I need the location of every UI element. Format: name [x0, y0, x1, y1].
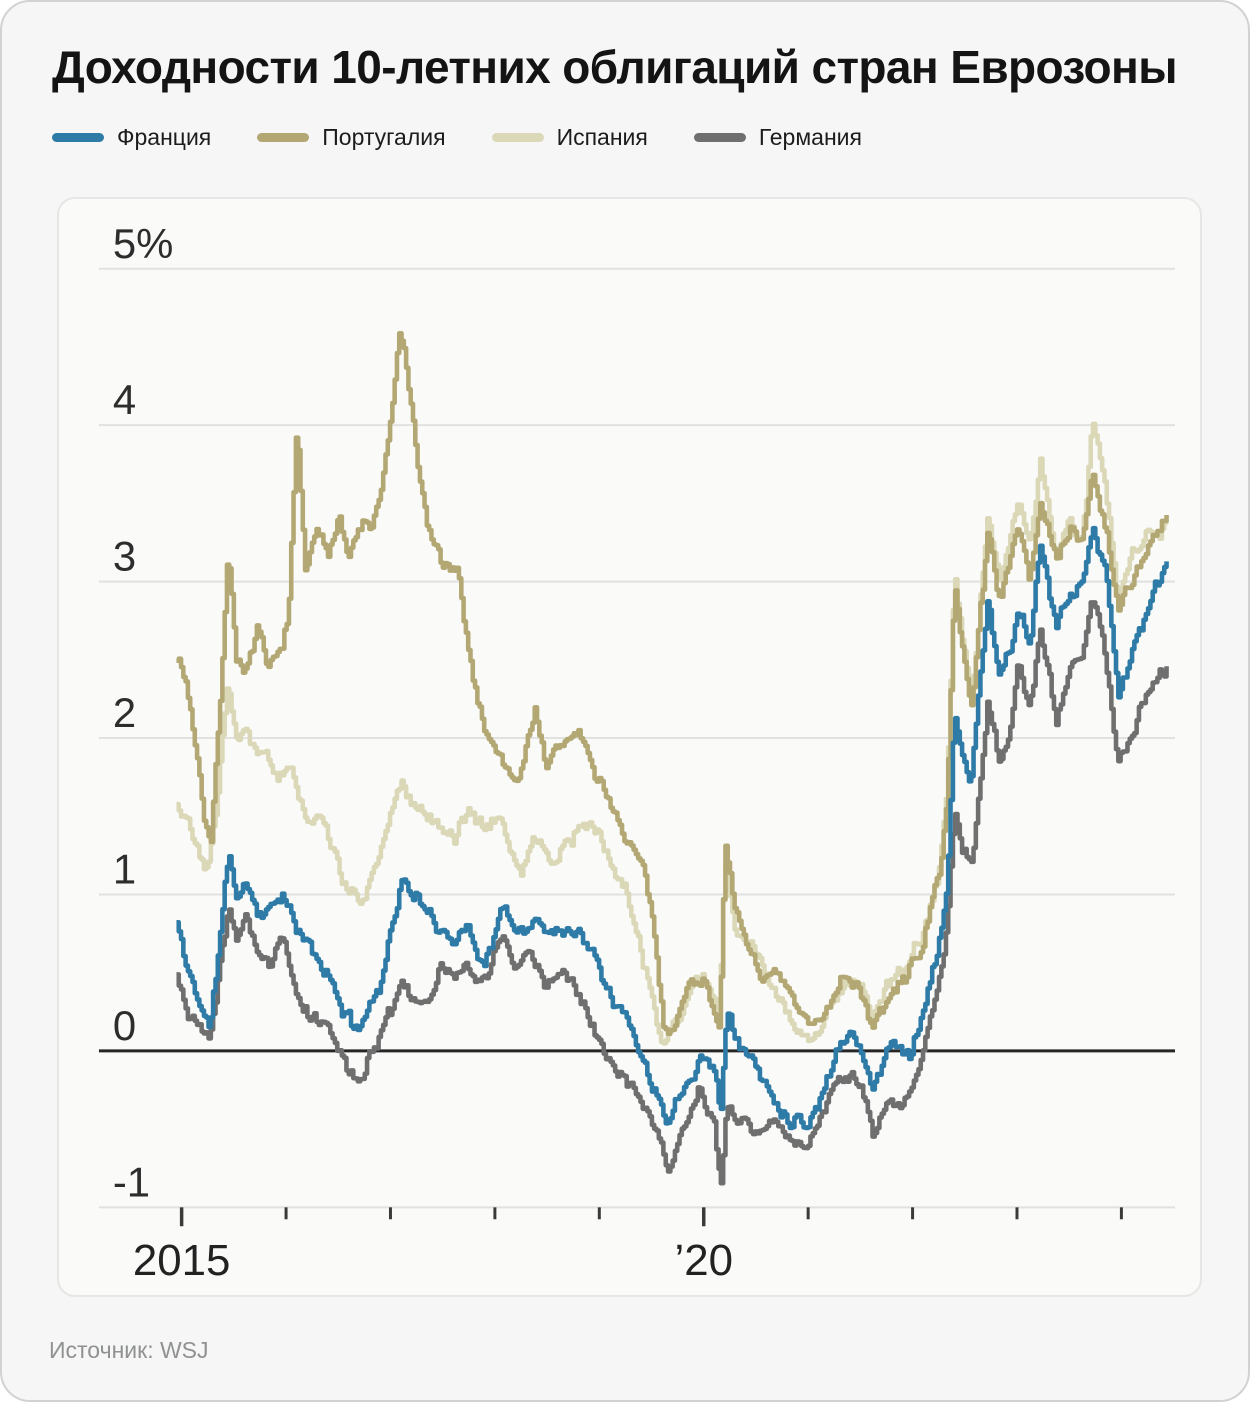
- legend-label: Франция: [117, 124, 212, 150]
- legend-item-france: Франция: [52, 124, 211, 151]
- yield-chart: 5% 4 3 2 1 0 -1 2015 ’20: [59, 199, 1200, 1295]
- source-label: Источник: WSJ: [49, 1337, 209, 1363]
- legend: Франция Португалия Испания Германия: [52, 124, 862, 151]
- legend-swatch-portugal: [257, 133, 310, 142]
- y-tick-label: 3: [113, 533, 136, 580]
- legend-item-germany: Германия: [693, 124, 862, 151]
- x-tick-label: ’20: [674, 1236, 733, 1285]
- y-tick-label: 5%: [113, 220, 173, 267]
- y-tick-label: 4: [113, 376, 136, 423]
- legend-item-portugal: Португалия: [257, 124, 446, 151]
- legend-swatch-france: [52, 133, 104, 142]
- legend-label: Испания: [556, 124, 648, 150]
- chart-card: 5% 4 3 2 1 0 -1 2015 ’20: [57, 197, 1202, 1297]
- y-tick-label: 1: [113, 846, 136, 893]
- x-tick-label: 2015: [133, 1236, 231, 1285]
- y-tick-label: 0: [113, 1002, 136, 1049]
- legend-label: Португалия: [322, 124, 446, 150]
- legend-swatch-spain: [491, 133, 544, 142]
- line-france: [176, 525, 1169, 1131]
- line-spain: [176, 421, 1169, 1046]
- line-portugal: [176, 331, 1169, 1037]
- legend-swatch-germany: [693, 133, 746, 142]
- y-tick-label: 2: [113, 689, 136, 736]
- y-tick-label: -1: [113, 1158, 150, 1205]
- line-germany: [176, 600, 1169, 1186]
- legend-item-spain: Испания: [491, 124, 648, 151]
- page-title: Доходности 10-летних облигаций стран Евр…: [52, 41, 1178, 93]
- legend-label: Германия: [758, 124, 862, 150]
